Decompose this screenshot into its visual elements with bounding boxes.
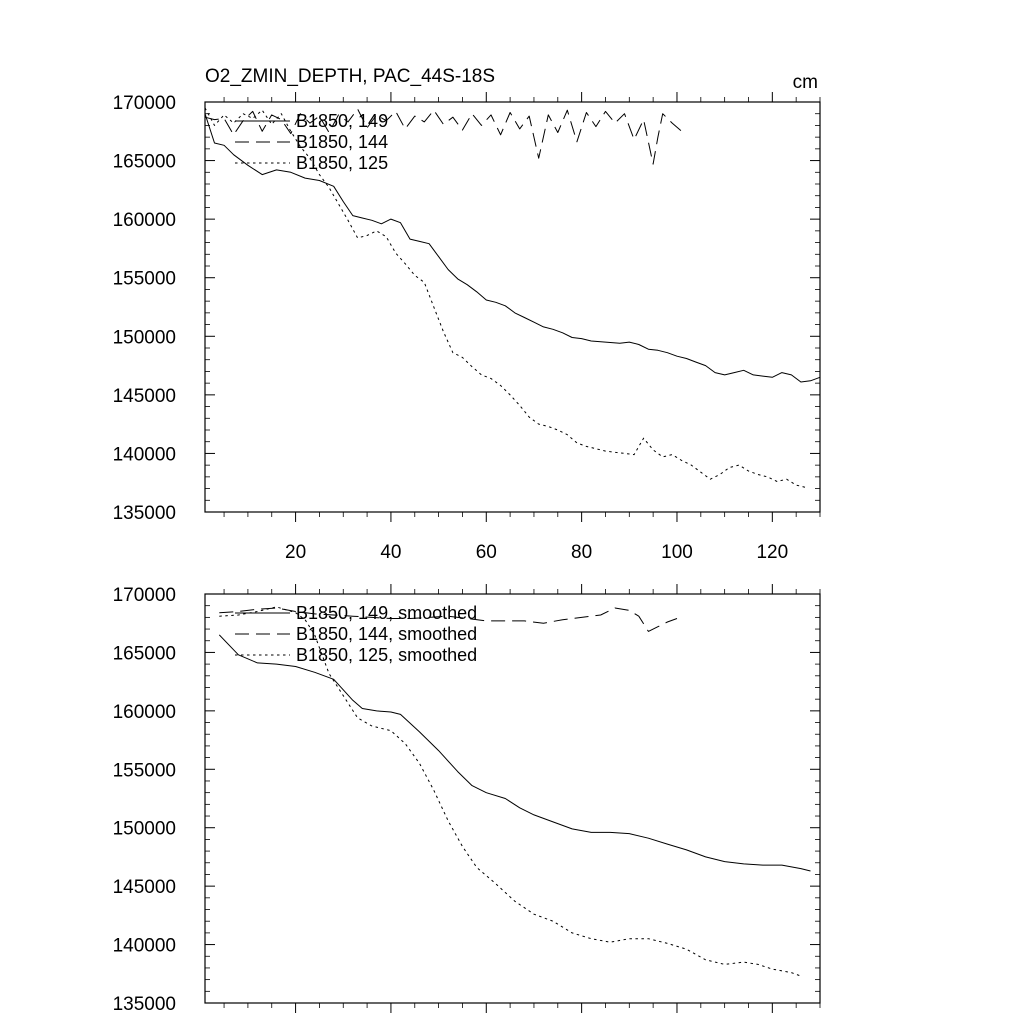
- legend-label-3: B1850, 125: [296, 153, 388, 173]
- y-tick-label: 140000: [113, 444, 176, 465]
- legend-label-2: B1850, 144, smoothed: [296, 624, 477, 644]
- plot-frame: [204, 593, 821, 1004]
- x-tick-label: 120: [756, 542, 788, 563]
- y-tick-label: 145000: [113, 386, 176, 407]
- legend-label-1: B1850, 149, smoothed: [296, 603, 477, 623]
- y-tick-label: 135000: [113, 503, 176, 524]
- series-line-1: [204, 113, 821, 383]
- x-tick-label: 20: [285, 542, 306, 563]
- y-tick-label: 170000: [113, 585, 176, 606]
- y-tick-label: 150000: [113, 327, 176, 348]
- panel-2: [204, 584, 821, 1013]
- y-tick-label: 170000: [113, 93, 176, 114]
- y-tick-label: 135000: [113, 994, 176, 1015]
- panel-1: [204, 92, 821, 522]
- y-tick-label: 165000: [113, 152, 176, 173]
- legend-label-2: B1850, 144: [296, 132, 388, 152]
- y-tick-label: 140000: [113, 936, 176, 957]
- series-line-1: [218, 634, 811, 872]
- x-tick-label: 80: [571, 542, 592, 563]
- series-line-3: [204, 107, 806, 488]
- y-tick-label: 165000: [113, 643, 176, 664]
- x-tick-label: 60: [476, 542, 497, 563]
- legend-label-3: B1850, 125, smoothed: [296, 645, 477, 665]
- units-label: cm: [793, 72, 818, 93]
- legend-label-1: B1850, 149: [296, 111, 388, 131]
- y-tick-label: 160000: [113, 210, 176, 231]
- y-tick-label: 155000: [113, 760, 176, 781]
- x-tick-label: 100: [661, 542, 693, 563]
- y-tick-label: 150000: [113, 819, 176, 840]
- y-tick-label: 160000: [113, 702, 176, 723]
- plot-frame: [204, 101, 821, 513]
- y-tick-label: 155000: [113, 269, 176, 290]
- series-line-2: [219, 607, 678, 632]
- chart-title: O2_ZMIN_DEPTH, PAC_44S-18S: [205, 66, 495, 87]
- x-tick-label: 40: [380, 542, 401, 563]
- y-tick-label: 145000: [113, 877, 176, 898]
- series-line-2: [204, 108, 683, 165]
